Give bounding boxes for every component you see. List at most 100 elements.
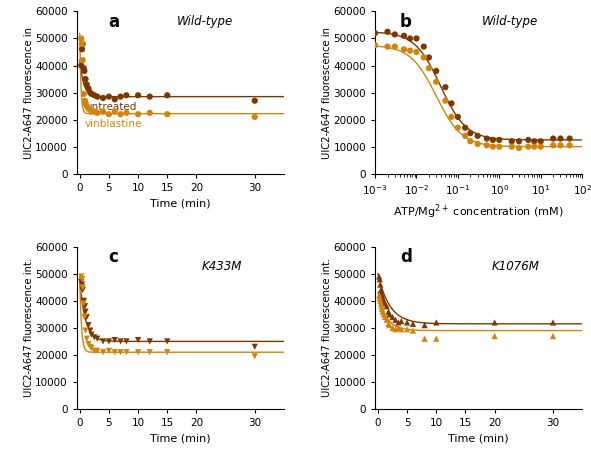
- Point: [80, 314, 89, 321]
- Point: [377, 305, 387, 313]
- Point: [116, 338, 125, 345]
- Point: [98, 108, 108, 115]
- Point: [77, 276, 87, 283]
- Point: [77, 281, 87, 288]
- Point: [90, 91, 99, 99]
- Point: [375, 294, 384, 302]
- Point: [556, 135, 565, 142]
- X-axis label: Time (min): Time (min): [449, 434, 509, 444]
- Point: [84, 322, 93, 329]
- Y-axis label: UIC2-A647 fluorescence int.: UIC2-A647 fluorescence int.: [322, 258, 332, 398]
- Text: untreated: untreated: [85, 102, 137, 112]
- Point: [405, 47, 415, 54]
- Point: [530, 143, 539, 150]
- Point: [382, 316, 391, 324]
- Point: [116, 93, 125, 100]
- Point: [76, 273, 86, 280]
- X-axis label: Time (min): Time (min): [150, 434, 210, 444]
- Point: [122, 91, 131, 99]
- Point: [382, 303, 391, 310]
- Point: [110, 96, 119, 103]
- Point: [391, 316, 400, 324]
- Point: [460, 124, 470, 131]
- Point: [81, 100, 90, 107]
- Point: [76, 278, 86, 286]
- Point: [145, 93, 154, 100]
- Y-axis label: UIC2-A647 fluorescence int.: UIC2-A647 fluorescence int.: [24, 258, 34, 398]
- Point: [250, 343, 259, 351]
- Point: [394, 319, 403, 326]
- Text: a: a: [108, 13, 119, 31]
- Point: [388, 314, 397, 321]
- Point: [380, 314, 389, 321]
- Point: [379, 297, 388, 304]
- Point: [388, 324, 397, 331]
- Point: [84, 105, 93, 112]
- Point: [77, 46, 87, 53]
- Point: [81, 308, 90, 315]
- Point: [482, 142, 492, 149]
- Point: [376, 303, 386, 310]
- Point: [76, 35, 86, 42]
- Point: [419, 54, 428, 61]
- Point: [134, 349, 143, 356]
- Point: [460, 132, 470, 139]
- Point: [98, 94, 108, 101]
- Point: [87, 345, 96, 352]
- Point: [383, 28, 392, 35]
- Point: [490, 319, 499, 326]
- Text: d: d: [400, 248, 412, 266]
- Text: K433M: K433M: [202, 260, 242, 273]
- Point: [134, 336, 143, 344]
- Point: [408, 327, 418, 334]
- Point: [490, 332, 499, 340]
- Point: [548, 135, 558, 142]
- Point: [473, 140, 482, 148]
- Point: [80, 303, 90, 310]
- Point: [84, 340, 93, 348]
- Point: [116, 111, 125, 118]
- Point: [82, 314, 92, 321]
- Point: [447, 113, 456, 121]
- Point: [424, 64, 434, 72]
- Point: [104, 93, 113, 100]
- Point: [514, 138, 524, 145]
- Point: [104, 347, 113, 355]
- Point: [402, 325, 412, 333]
- Point: [250, 113, 259, 121]
- Point: [145, 338, 154, 345]
- Point: [565, 135, 574, 142]
- Point: [394, 324, 403, 331]
- Text: K1076M: K1076M: [492, 260, 540, 273]
- Point: [80, 97, 90, 104]
- Point: [379, 311, 388, 318]
- Point: [447, 100, 456, 107]
- Point: [376, 289, 386, 297]
- Point: [375, 276, 384, 283]
- Point: [86, 89, 95, 96]
- Point: [145, 109, 154, 117]
- X-axis label: ATP/Mg$^{2+}$ concentration (mM): ATP/Mg$^{2+}$ concentration (mM): [393, 202, 564, 221]
- Point: [93, 347, 102, 355]
- Point: [79, 297, 89, 304]
- Point: [90, 108, 99, 115]
- Point: [397, 318, 406, 325]
- Point: [384, 320, 393, 328]
- Point: [536, 138, 545, 145]
- Point: [163, 91, 172, 99]
- Point: [163, 349, 172, 356]
- Point: [424, 54, 434, 61]
- Point: [378, 308, 387, 315]
- Point: [514, 144, 524, 152]
- Point: [405, 35, 415, 42]
- Point: [384, 308, 393, 315]
- Point: [397, 325, 406, 333]
- Point: [453, 124, 463, 131]
- Point: [377, 292, 387, 299]
- Point: [98, 338, 108, 345]
- Point: [110, 349, 119, 356]
- Point: [376, 287, 385, 294]
- Point: [81, 75, 90, 83]
- Point: [400, 46, 409, 53]
- Point: [374, 273, 384, 280]
